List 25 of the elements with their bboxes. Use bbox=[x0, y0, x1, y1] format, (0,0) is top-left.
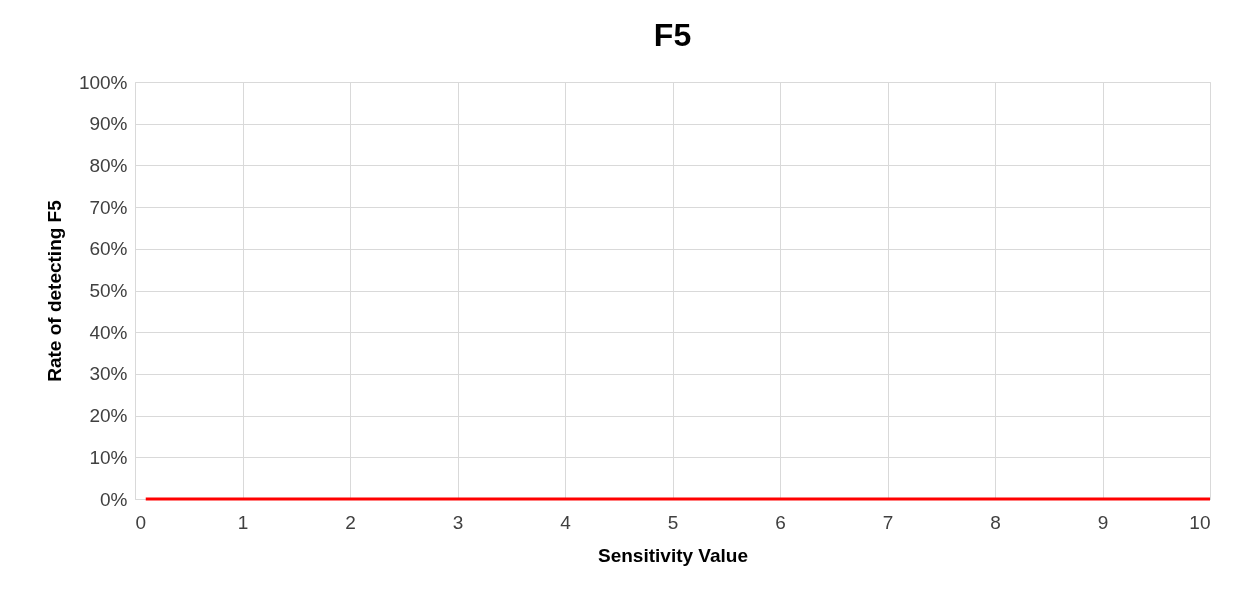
x-tick-label: 5 bbox=[667, 511, 679, 533]
x-tick-label: 9 bbox=[1097, 511, 1109, 533]
x-tick-label: 7 bbox=[882, 511, 894, 533]
x-tick-label: 8 bbox=[990, 511, 1001, 533]
chart-title: F5 bbox=[653, 17, 692, 53]
x-tick-label: 0 bbox=[135, 511, 147, 533]
y-tick-label: 100% bbox=[78, 71, 128, 93]
y-tick-label: 30% bbox=[89, 363, 128, 385]
x-tick-label: 4 bbox=[560, 511, 572, 533]
x-axis-title: Sensitivity Value bbox=[598, 544, 748, 566]
y-tick-label: 40% bbox=[89, 321, 128, 343]
x-tick-label: 6 bbox=[775, 511, 786, 533]
y-tick-label: 0% bbox=[100, 488, 128, 510]
y-tick-label: 80% bbox=[89, 154, 128, 176]
y-axis-title: Rate of detecting F5 bbox=[43, 199, 65, 382]
y-tick-label: 10% bbox=[89, 446, 128, 468]
y-tick-label: 20% bbox=[89, 405, 128, 427]
y-tick-label: 70% bbox=[89, 196, 128, 218]
x-tick-label: 2 bbox=[345, 511, 356, 533]
x-tick-label: 1 bbox=[237, 511, 249, 533]
y-tick-label: 60% bbox=[89, 238, 128, 260]
x-tick-label: 10 bbox=[1189, 511, 1211, 533]
x-tick-label: 3 bbox=[452, 511, 464, 533]
y-tick-label: 50% bbox=[89, 280, 128, 301]
y-tick-label: 90% bbox=[89, 113, 128, 135]
